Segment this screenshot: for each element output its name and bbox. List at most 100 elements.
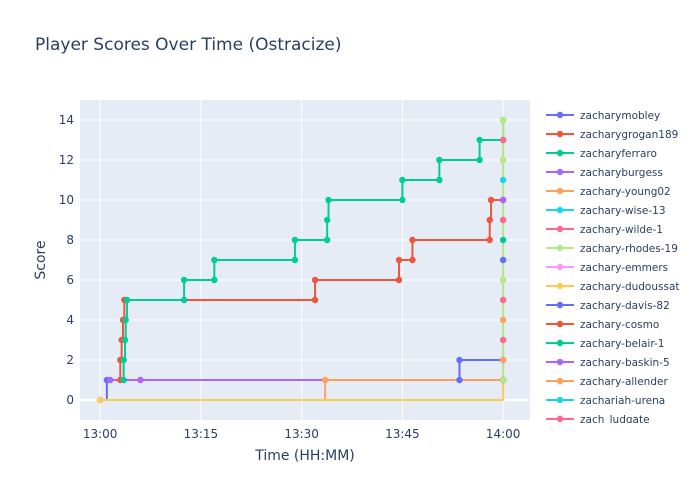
legend-marker bbox=[556, 168, 564, 176]
data-point bbox=[436, 156, 443, 164]
data-point bbox=[499, 216, 507, 224]
data-point bbox=[476, 156, 483, 164]
data-point bbox=[409, 256, 416, 264]
data-point bbox=[311, 276, 319, 284]
data-point bbox=[399, 196, 406, 204]
legend-marker bbox=[556, 263, 564, 271]
data-point bbox=[486, 216, 493, 224]
legend-marker bbox=[556, 415, 564, 423]
data-point bbox=[499, 196, 507, 204]
data-point bbox=[499, 316, 507, 324]
data-point bbox=[456, 376, 463, 384]
data-point bbox=[476, 136, 483, 144]
legend-item[interactable]: zachary-belair-1 bbox=[580, 338, 664, 350]
legend-marker bbox=[556, 339, 564, 347]
legend-marker bbox=[556, 320, 564, 328]
data-point bbox=[486, 236, 493, 244]
legend-item[interactable]: zachary-dudoussat bbox=[580, 281, 680, 293]
data-point bbox=[121, 336, 129, 344]
data-point bbox=[499, 356, 507, 364]
data-point bbox=[499, 256, 507, 264]
legend-item[interactable]: zachariah-urena bbox=[580, 395, 665, 407]
legend-item[interactable]: zachary-davis-82 bbox=[580, 300, 670, 312]
legend-marker bbox=[556, 301, 564, 309]
x-tick-label: 13:15 bbox=[184, 427, 219, 441]
legend-marker bbox=[556, 358, 564, 366]
y-tick-label: 6 bbox=[66, 273, 74, 287]
legend-item[interactable]: zachary-wilde-1 bbox=[580, 224, 663, 236]
data-point bbox=[499, 156, 507, 164]
data-point bbox=[325, 196, 332, 204]
legend-marker bbox=[556, 149, 564, 157]
chart-title: Player Scores Over Time (Ostracize) bbox=[35, 35, 342, 55]
data-point bbox=[323, 236, 331, 244]
data-point bbox=[311, 296, 319, 304]
x-axis-title: Time (HH:MM) bbox=[254, 448, 355, 464]
y-tick-label: 12 bbox=[59, 153, 74, 167]
legend-marker bbox=[556, 130, 564, 138]
series-line bbox=[122, 120, 505, 380]
data-point bbox=[321, 376, 329, 384]
legend-item[interactable]: zach_ludgate bbox=[580, 414, 650, 426]
data-point bbox=[123, 296, 131, 304]
data-point bbox=[499, 236, 507, 244]
legend-item[interactable]: zacharyferraro bbox=[580, 148, 657, 160]
data-markers bbox=[96, 116, 507, 404]
y-tick-label: 8 bbox=[66, 233, 74, 247]
data-point bbox=[211, 256, 218, 264]
legend-marker bbox=[556, 111, 564, 119]
data-point bbox=[499, 336, 507, 344]
data-point bbox=[499, 276, 507, 284]
y-tick-label: 4 bbox=[66, 313, 74, 327]
data-point bbox=[137, 376, 144, 384]
legend-marker bbox=[556, 206, 564, 214]
y-tick-label: 14 bbox=[59, 113, 74, 127]
x-tick-label: 13:30 bbox=[284, 427, 319, 441]
data-point bbox=[96, 396, 104, 404]
data-point bbox=[487, 196, 495, 204]
legend-marker bbox=[556, 282, 564, 290]
legend-item[interactable]: zachary-baskin-5 bbox=[580, 357, 670, 369]
data-point bbox=[107, 376, 114, 384]
data-point bbox=[436, 176, 443, 184]
legend-item[interactable]: zachary-emmers bbox=[580, 262, 668, 274]
data-point bbox=[499, 116, 507, 124]
data-point bbox=[395, 276, 403, 284]
plot-area bbox=[80, 100, 530, 420]
axis-ticks: 0 2 4 6 8 10 12 14 13:00 13:15 13:30 13:45 14:00 bbox=[59, 113, 521, 441]
legend-item[interactable]: zachary-wise-13 bbox=[580, 205, 666, 217]
y-tick-label: 2 bbox=[66, 353, 74, 367]
data-point bbox=[211, 276, 218, 284]
y-tick-label: 0 bbox=[66, 393, 74, 407]
data-point bbox=[291, 236, 299, 244]
data-point bbox=[120, 376, 127, 384]
data-point bbox=[395, 256, 403, 264]
legend-item[interactable]: zachary-cosmo bbox=[580, 319, 659, 331]
legend[interactable]: zacharymobley zacharygrogan189 zacharyferr… bbox=[546, 110, 680, 426]
legend-item[interactable]: zachary-rhodes-19 bbox=[580, 243, 678, 255]
x-tick-label: 13:00 bbox=[83, 427, 118, 441]
legend-marker bbox=[556, 225, 564, 233]
legend-marker bbox=[556, 377, 564, 385]
x-tick-label: 14:00 bbox=[486, 427, 521, 441]
y-axis-title: Score bbox=[33, 240, 49, 279]
legend-item[interactable]: zachary-allender bbox=[580, 376, 668, 388]
legend-item[interactable]: zacharyburgess bbox=[580, 167, 663, 179]
legend-item[interactable]: zacharymobley bbox=[580, 110, 660, 122]
data-point bbox=[120, 356, 127, 364]
data-point bbox=[409, 236, 416, 244]
legend-item[interactable]: zachary-young02 bbox=[580, 186, 671, 198]
legend-marker bbox=[556, 244, 564, 252]
data-point bbox=[499, 176, 507, 184]
legend-item[interactable]: zacharygrogan189 bbox=[580, 129, 678, 141]
data-point bbox=[180, 276, 188, 284]
data-point bbox=[122, 316, 129, 324]
x-tick-label: 13:45 bbox=[385, 427, 420, 441]
data-point bbox=[456, 356, 463, 364]
legend-marker bbox=[556, 396, 564, 404]
data-point bbox=[180, 296, 188, 304]
data-point bbox=[291, 256, 299, 264]
data-point bbox=[499, 296, 507, 304]
legend-marker bbox=[556, 187, 564, 195]
